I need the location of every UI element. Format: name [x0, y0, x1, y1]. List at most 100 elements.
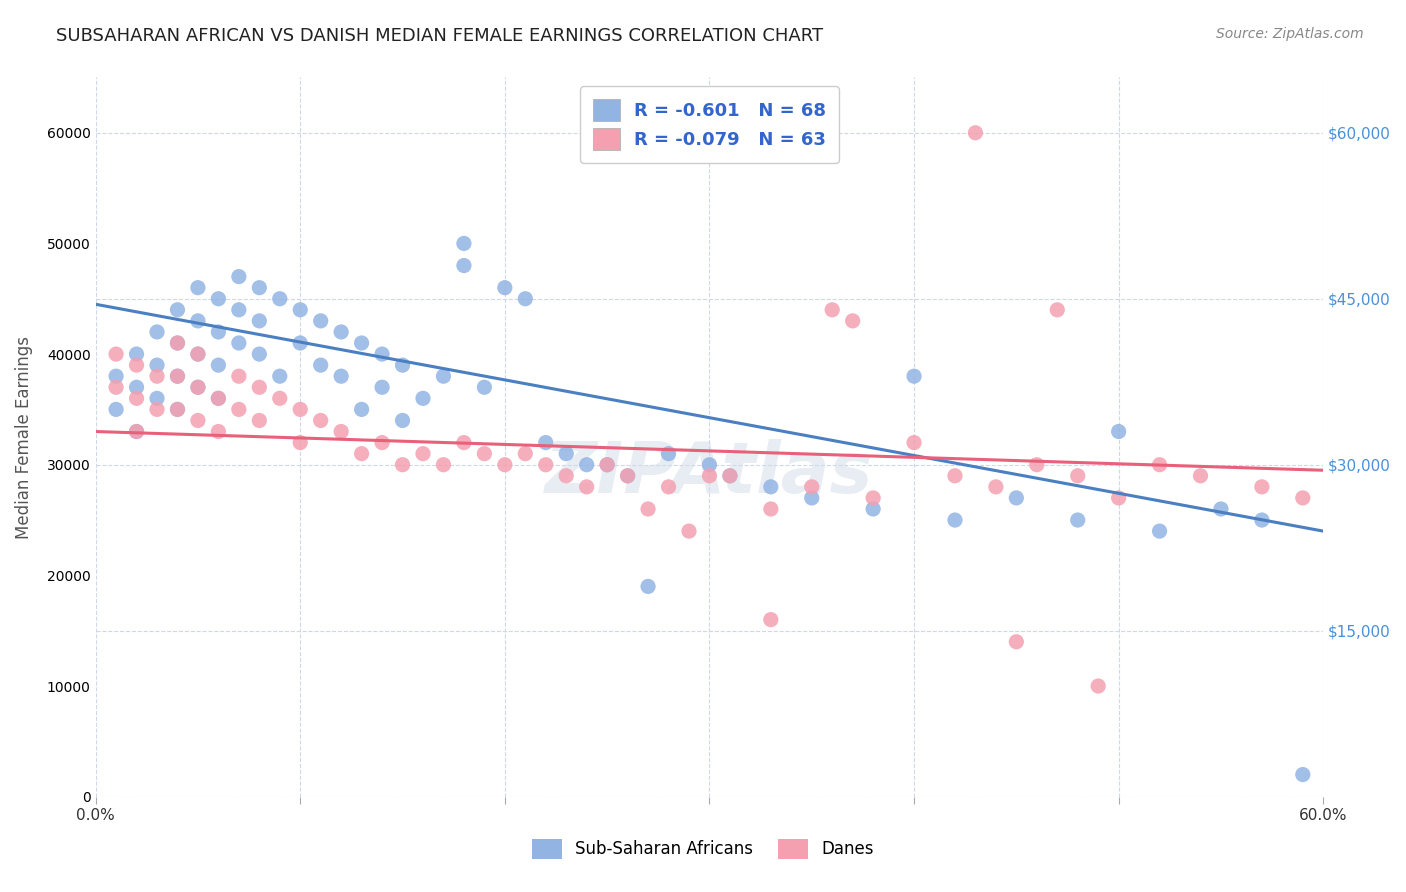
Point	[207, 425, 229, 439]
Point	[984, 480, 1007, 494]
Point	[555, 447, 578, 461]
Point	[616, 468, 638, 483]
Point	[290, 435, 312, 450]
Point	[166, 336, 188, 351]
Point	[146, 402, 169, 417]
Point	[474, 447, 496, 461]
Point	[432, 458, 454, 472]
Point	[187, 380, 209, 394]
Point	[637, 579, 659, 593]
Point	[1025, 458, 1047, 472]
Point	[474, 380, 496, 394]
Point	[965, 126, 987, 140]
Point	[596, 458, 619, 472]
Point	[1005, 491, 1028, 505]
Point	[125, 425, 148, 439]
Point	[228, 336, 250, 351]
Point	[800, 491, 823, 505]
Point	[555, 468, 578, 483]
Point	[534, 435, 557, 450]
Point	[187, 380, 209, 394]
Point	[371, 347, 394, 361]
Point	[862, 491, 884, 505]
Point	[1209, 502, 1232, 516]
Point	[228, 369, 250, 384]
Point	[105, 402, 128, 417]
Point	[575, 458, 598, 472]
Point	[1250, 480, 1272, 494]
Point	[391, 458, 413, 472]
Point	[1250, 513, 1272, 527]
Point	[637, 502, 659, 516]
Point	[247, 314, 270, 328]
Point	[125, 425, 148, 439]
Text: ZIPAtlas: ZIPAtlas	[546, 439, 873, 508]
Point	[494, 281, 516, 295]
Point	[1149, 524, 1171, 538]
Point	[228, 269, 250, 284]
Point	[1046, 302, 1069, 317]
Point	[575, 480, 598, 494]
Legend: Sub-Saharan Africans, Danes: Sub-Saharan Africans, Danes	[526, 832, 880, 866]
Point	[247, 281, 270, 295]
Point	[228, 302, 250, 317]
Point	[371, 380, 394, 394]
Point	[125, 380, 148, 394]
Y-axis label: Median Female Earnings: Median Female Earnings	[15, 335, 32, 539]
Point	[821, 302, 844, 317]
Point	[862, 502, 884, 516]
Point	[943, 513, 966, 527]
Point	[330, 325, 353, 339]
Point	[1087, 679, 1109, 693]
Text: Source: ZipAtlas.com: Source: ZipAtlas.com	[1216, 27, 1364, 41]
Point	[330, 369, 353, 384]
Point	[330, 425, 353, 439]
Point	[309, 358, 332, 372]
Text: SUBSAHARAN AFRICAN VS DANISH MEDIAN FEMALE EARNINGS CORRELATION CHART: SUBSAHARAN AFRICAN VS DANISH MEDIAN FEMA…	[56, 27, 824, 45]
Point	[247, 413, 270, 427]
Point	[207, 325, 229, 339]
Point	[187, 347, 209, 361]
Point	[207, 358, 229, 372]
Point	[759, 613, 782, 627]
Point	[678, 524, 700, 538]
Point	[391, 413, 413, 427]
Point	[309, 314, 332, 328]
Point	[187, 413, 209, 427]
Point	[596, 458, 619, 472]
Point	[228, 402, 250, 417]
Point	[146, 369, 169, 384]
Point	[207, 392, 229, 406]
Point	[146, 325, 169, 339]
Point	[903, 435, 925, 450]
Point	[534, 458, 557, 472]
Point	[166, 336, 188, 351]
Point	[800, 480, 823, 494]
Point	[269, 369, 291, 384]
Point	[1108, 491, 1130, 505]
Point	[269, 292, 291, 306]
Point	[1067, 468, 1090, 483]
Point	[350, 336, 373, 351]
Point	[146, 392, 169, 406]
Legend: R = -0.601   N = 68, R = -0.079   N = 63: R = -0.601 N = 68, R = -0.079 N = 63	[581, 87, 839, 163]
Point	[187, 347, 209, 361]
Point	[105, 369, 128, 384]
Point	[247, 380, 270, 394]
Point	[453, 236, 475, 251]
Point	[699, 468, 721, 483]
Point	[247, 347, 270, 361]
Point	[412, 392, 434, 406]
Point	[309, 413, 332, 427]
Point	[166, 369, 188, 384]
Point	[515, 447, 537, 461]
Point	[616, 468, 638, 483]
Point	[105, 380, 128, 394]
Point	[759, 480, 782, 494]
Point	[166, 402, 188, 417]
Point	[494, 458, 516, 472]
Point	[1292, 767, 1315, 781]
Point	[290, 402, 312, 417]
Point	[290, 302, 312, 317]
Point	[166, 369, 188, 384]
